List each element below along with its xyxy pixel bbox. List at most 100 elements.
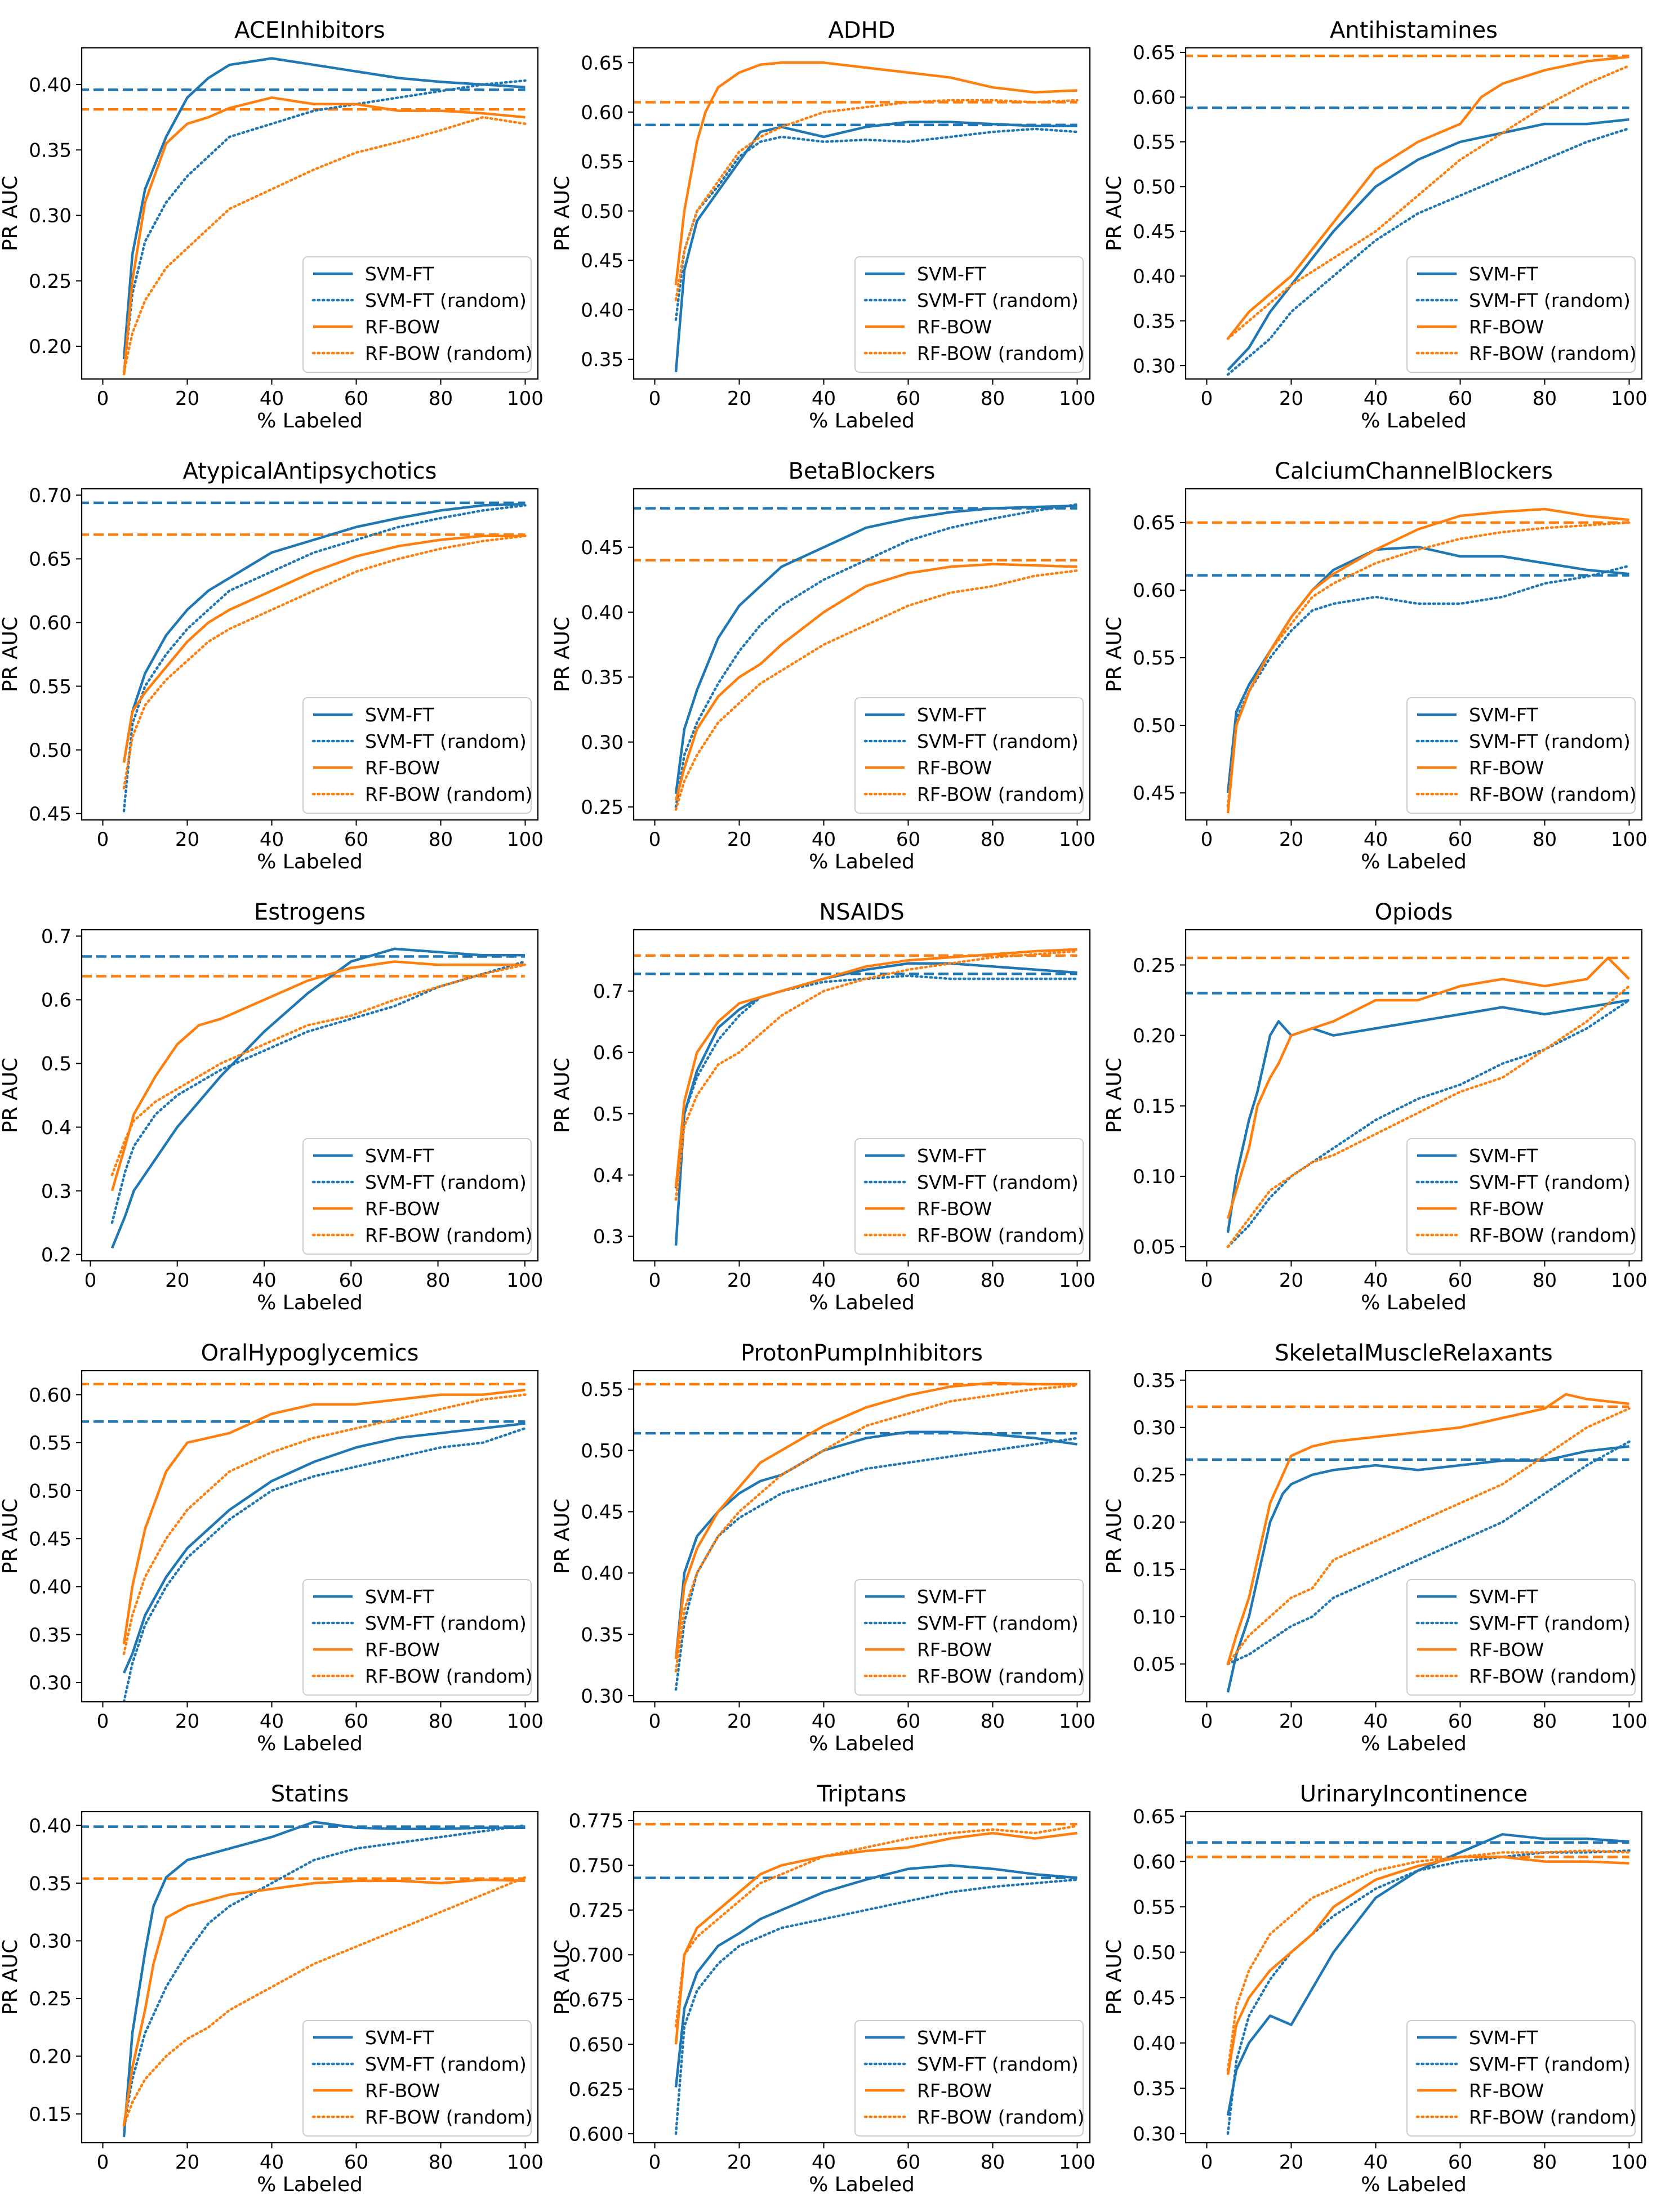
chart-betablockers-xtick-label: 40 — [812, 828, 836, 851]
chart-estrogens-series-rf-bow-random — [110, 963, 527, 1176]
chart-antihistamines-ytick-label: 0.40 — [1133, 265, 1175, 288]
chart-atypicalantipsychotics-xtick-label: 0 — [97, 828, 109, 851]
chart-oralhypoglycemics-ytick-label: 0.35 — [29, 1624, 72, 1647]
chart-betablockers-xtick-label: 60 — [896, 828, 920, 851]
chart-adhd-ytick-label: 0.35 — [581, 349, 624, 371]
chart-triptans-ytick-label: 0.675 — [569, 1989, 624, 2012]
chart-aceinhibitors-xlabel: % Labeled — [257, 409, 363, 432]
chart-protonpumpinhibitors-xtick-label: 60 — [896, 1710, 920, 1733]
chart-adhd-series-rf-bow — [674, 61, 1077, 286]
chart-antihistamines-ytick-label: 0.45 — [1133, 221, 1175, 243]
chart-adhd-ytick-label: 0.65 — [581, 52, 624, 75]
chart-triptans-ytick-label: 0.775 — [569, 1810, 624, 1832]
chart-atypicalantipsychotics-series-svm-ft-random — [122, 504, 527, 813]
chart-statins-ytick-label: 0.35 — [29, 1872, 72, 1895]
chart-antihistamines-frame — [1184, 47, 1643, 380]
chart-estrogens-title: Estrogens — [254, 899, 366, 925]
chart-protonpumpinhibitors-legend: SVM-FT SVM-FT (random) RF-BOW RF-BOW (rando… — [854, 1579, 1085, 1696]
chart-antihistamines-series-rf-bow — [1227, 55, 1629, 340]
chart-estrogens-xlabel: % Labeled — [257, 1291, 363, 1314]
chart-statins-ytick-label: 0.25 — [29, 1988, 72, 2010]
chart-oralhypoglycemics-ylabel: PR AUC — [0, 1499, 22, 1574]
chart-adhd-series-rf-bow-random — [674, 99, 1079, 301]
chart-adhd-xtick-label: 40 — [812, 387, 836, 410]
chart-aceinhibitors-legend-label: RF-BOW — [365, 316, 440, 338]
chart-urinaryincontinence-ylabel: PR AUC — [1103, 1939, 1126, 2015]
chart-nsaids-xtick-label: 0 — [649, 1269, 661, 1292]
chart-opiods-xtick-label: 20 — [1279, 1269, 1303, 1292]
chart-protonpumpinhibitors-legend-label: RF-BOW (random) — [917, 1665, 1085, 1687]
chart-aceinhibitors-title: ACEInhibitors — [234, 17, 385, 43]
chart-urinaryincontinence-xtick-label: 80 — [1533, 2151, 1557, 2174]
chart-aceinhibitors-ylabel: PR AUC — [0, 176, 22, 251]
chart-betablockers-series-rf-bow-random — [674, 569, 1079, 811]
chart-adhd-ylabel: PR AUC — [551, 176, 574, 251]
chart-triptans-series-rf-bow-random — [674, 1825, 1079, 2028]
chart-betablockers-ylabel: PR AUC — [551, 617, 574, 692]
chart-betablockers-ytick-label: 0.25 — [581, 796, 624, 819]
chart-statins-series-svm-ft-random — [122, 1824, 527, 2127]
chart-oralhypoglycemics-series-svm-ft-random — [122, 1427, 527, 1702]
chart-nsaids-ytick-label: 0.4 — [593, 1165, 624, 1187]
chart-betablockers-ytick-label: 0.30 — [581, 732, 624, 754]
chart-calciumchannelblockers-legend-label: SVM-FT (random) — [1469, 730, 1631, 752]
chart-aceinhibitors-xtick-label: 60 — [344, 387, 368, 410]
chart-aceinhibitors-legend-label: RF-BOW (random) — [365, 342, 533, 364]
chart-protonpumpinhibitors-ytick-label: 0.40 — [581, 1563, 624, 1585]
chart-opiods-legend-label: SVM-FT (random) — [1469, 1171, 1631, 1193]
chart-statins-ytick-label: 0.15 — [29, 2103, 72, 2126]
chart-adhd-ytick-label: 0.55 — [581, 151, 624, 173]
chart-betablockers-title: BetaBlockers — [789, 458, 936, 484]
chart-triptans-legend-label: RF-BOW (random) — [917, 2106, 1085, 2128]
chart-aceinhibitors-legend-box — [302, 256, 532, 373]
chart-estrogens-ytick-label: 0.5 — [41, 1053, 72, 1076]
chart-antihistamines-xtick-label: 20 — [1279, 387, 1303, 410]
chart-estrogens-legend-label: SVM-FT (random) — [365, 1171, 527, 1193]
chart-antihistamines-legend-box — [1406, 256, 1636, 373]
chart-nsaids-title: NSAIDS — [819, 899, 904, 925]
chart-opiods-xtick-label: 60 — [1448, 1269, 1472, 1292]
chart-skeletalmusclerelaxants-ytick-label: 0.30 — [1133, 1417, 1175, 1439]
chart-skeletalmusclerelaxants-frame — [1184, 1370, 1643, 1703]
chart-estrogens-series-svm-ft-random — [110, 960, 527, 1224]
chart-antihistamines-ytick-label: 0.55 — [1133, 131, 1175, 154]
chart-skeletalmusclerelaxants-xtick-label: 20 — [1279, 1710, 1303, 1733]
chart-atypicalantipsychotics-title: AtypicalAntipsychotics — [183, 458, 437, 484]
chart-calciumchannelblockers-xtick-label: 60 — [1448, 828, 1472, 851]
chart-aceinhibitors-ytick-label: 0.35 — [29, 140, 72, 162]
chart-antihistamines-ytick-label: 0.65 — [1133, 42, 1175, 64]
chart-antihistamines-xtick-label: 60 — [1448, 387, 1472, 410]
chart-triptans-xlabel: % Labeled — [809, 2173, 915, 2196]
chart-statins-legend-label: SVM-FT — [365, 2027, 434, 2049]
chart-estrogens-xtick-label: 0 — [84, 1269, 97, 1292]
chart-atypicalantipsychotics-series-rf-bow — [122, 534, 526, 763]
chart-opiods-ylabel: PR AUC — [1103, 1058, 1126, 1133]
chart-skeletalmusclerelaxants-xtick-label: 40 — [1364, 1710, 1388, 1733]
chart-nsaids-ytick-label: 0.6 — [593, 1042, 624, 1064]
chart-statins-legend-label: SVM-FT (random) — [365, 2053, 527, 2075]
chart-urinaryincontinence-series-svm-ft — [1226, 1833, 1629, 2116]
chart-oralhypoglycemics-ytick-label: 0.45 — [29, 1528, 72, 1551]
chart-atypicalantipsychotics-ytick-label: 0.65 — [29, 548, 72, 571]
chart-statins-legend-box — [302, 2020, 532, 2137]
chart-protonpumpinhibitors-legend-label: SVM-FT (random) — [917, 1612, 1079, 1634]
chart-betablockers-xtick-label: 80 — [981, 828, 1005, 851]
chart-urinaryincontinence-series-rf-bow — [1226, 1856, 1629, 2075]
chart-protonpumpinhibitors: ProtonPumpInhibitors 0 20 40 60 80 100 0.30 0.35… — [551, 1340, 1096, 1755]
chart-protonpumpinhibitors-series-rf-bow-random — [674, 1384, 1079, 1673]
chart-betablockers-xtick-label: 100 — [1059, 828, 1096, 851]
chart-urinaryincontinence: UrinaryIncontinence 0 20 40 60 80 100 0.30 0.35 0… — [1103, 1781, 1647, 2196]
chart-calciumchannelblockers-xtick-label: 100 — [1611, 828, 1647, 851]
chart-opiods-legend: SVM-FT SVM-FT (random) RF-BOW RF-BOW (rando… — [1406, 1138, 1637, 1255]
chart-oralhypoglycemics-ytick-label: 0.50 — [29, 1480, 72, 1502]
chart-statins-series-rf-bow — [122, 1878, 526, 2126]
chart-antihistamines-ytick-label: 0.50 — [1133, 176, 1175, 199]
chart-betablockers-ytick-label: 0.40 — [581, 601, 624, 624]
chart-oralhypoglycemics-ytick-label: 0.30 — [29, 1672, 72, 1694]
chart-opiods-series-svm-ft — [1226, 998, 1629, 1233]
chart-antihistamines-xlabel: % Labeled — [1361, 409, 1467, 432]
chart-opiods-ytick-label: 0.15 — [1133, 1095, 1175, 1118]
chart-aceinhibitors-legend-label: SVM-FT — [365, 263, 434, 285]
chart-betablockers-frame — [633, 488, 1091, 821]
